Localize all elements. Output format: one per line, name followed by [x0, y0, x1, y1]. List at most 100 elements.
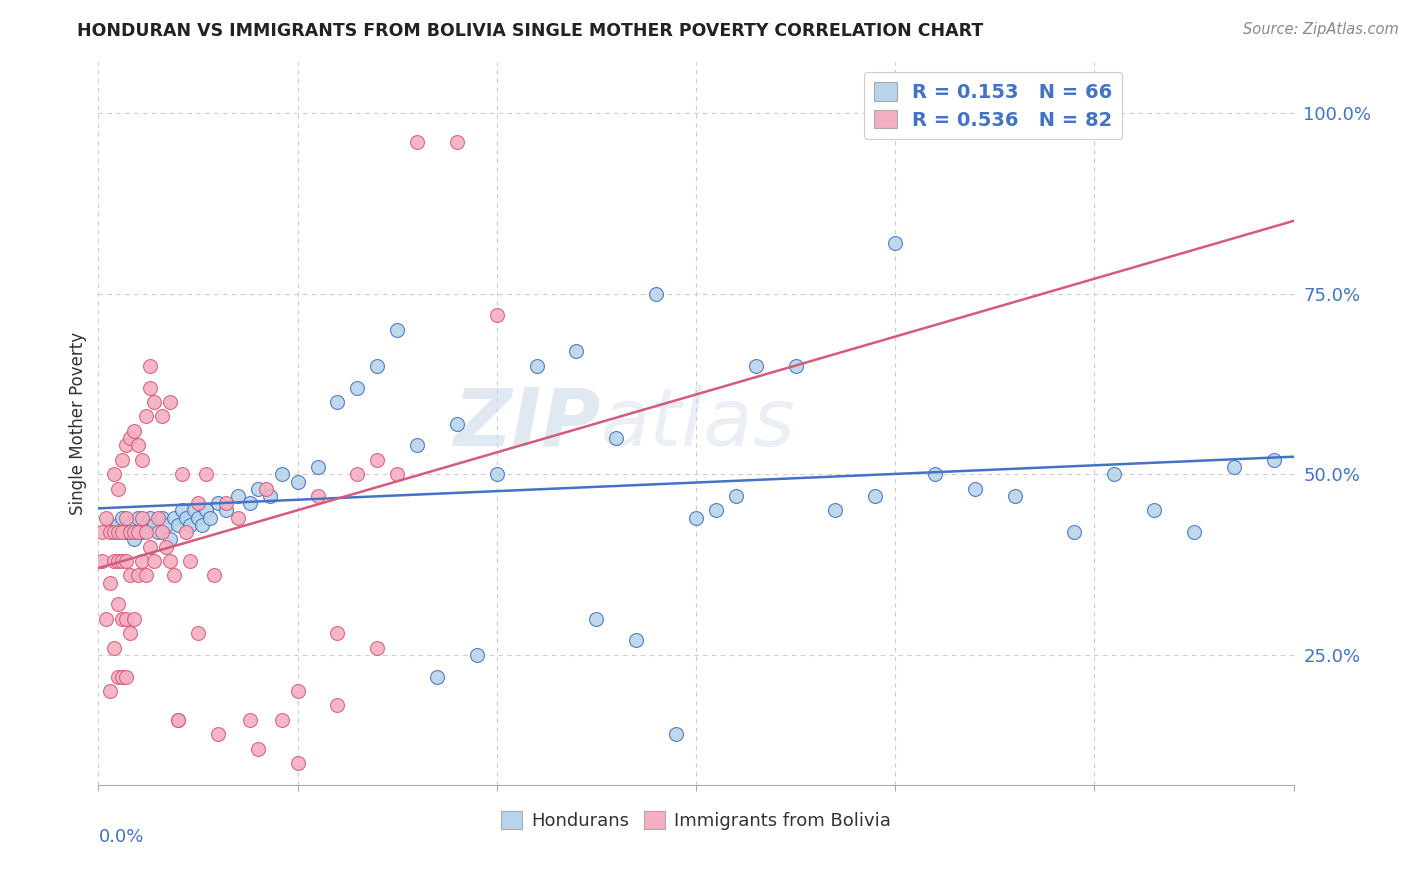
Point [98, 684, 122, 698]
Point [254, 482, 277, 496]
Point [307, 460, 329, 475]
Point [426, 669, 449, 683]
Point [127, 568, 149, 582]
Point [385, 467, 409, 482]
Point [745, 359, 768, 373]
Point [207, 496, 229, 510]
Point [107, 482, 129, 496]
Point [107, 598, 129, 612]
Point [143, 517, 166, 532]
Point [159, 533, 181, 547]
Point [159, 554, 181, 568]
Point [98, 575, 122, 590]
Point [226, 489, 249, 503]
Point [124, 424, 146, 438]
Point [167, 517, 190, 532]
Point [111, 612, 134, 626]
Point [127, 438, 149, 452]
Point [1004, 489, 1026, 503]
Point [150, 409, 173, 424]
Point [124, 533, 146, 547]
Point [366, 359, 388, 373]
Point [124, 612, 146, 626]
Text: HONDURAN VS IMMIGRANTS FROM BOLIVIA SINGLE MOTHER POVERTY CORRELATION CHART: HONDURAN VS IMMIGRANTS FROM BOLIVIA SING… [77, 22, 984, 40]
Point [131, 510, 153, 524]
Point [287, 684, 309, 698]
Point [120, 524, 142, 539]
Point [111, 452, 134, 467]
Point [1143, 503, 1166, 517]
Point [287, 756, 309, 771]
Point [202, 568, 225, 582]
Point [111, 554, 134, 568]
Point [115, 510, 138, 524]
Point [824, 503, 846, 517]
Point [215, 503, 238, 517]
Point [167, 713, 190, 727]
Point [167, 713, 190, 727]
Point [1182, 524, 1205, 539]
Point [107, 517, 129, 532]
Point [724, 489, 747, 503]
Point [103, 467, 125, 482]
Point [179, 554, 201, 568]
Point [385, 323, 409, 337]
Point [246, 482, 269, 496]
Point [163, 568, 186, 582]
Legend: Hondurans, Immigrants from Bolivia: Hondurans, Immigrants from Bolivia [494, 804, 898, 838]
Point [187, 626, 209, 640]
Point [239, 496, 262, 510]
Point [135, 568, 157, 582]
Point [91, 554, 114, 568]
Point [270, 713, 292, 727]
Point [135, 524, 157, 539]
Point [645, 286, 668, 301]
Point [163, 510, 186, 524]
Point [485, 467, 508, 482]
Point [963, 482, 986, 496]
Point [131, 452, 153, 467]
Point [605, 431, 627, 445]
Point [685, 510, 707, 524]
Point [131, 524, 153, 539]
Point [143, 395, 166, 409]
Point [259, 489, 281, 503]
Point [924, 467, 946, 482]
Point [187, 510, 209, 524]
Point [239, 713, 262, 727]
Point [446, 135, 468, 149]
Point [103, 524, 125, 539]
Point [287, 475, 309, 489]
Point [865, 489, 887, 503]
Point [120, 568, 142, 582]
Point [120, 626, 142, 640]
Point [139, 359, 162, 373]
Point [111, 524, 134, 539]
Point [191, 517, 214, 532]
Point [246, 742, 269, 756]
Point [91, 524, 114, 539]
Text: 0.0%: 0.0% [98, 829, 143, 847]
Point [103, 640, 125, 655]
Point [626, 633, 648, 648]
Point [115, 669, 138, 683]
Point [111, 669, 134, 683]
Point [704, 503, 727, 517]
Point [1104, 467, 1126, 482]
Point [270, 467, 292, 482]
Point [884, 236, 907, 251]
Point [115, 524, 138, 539]
Point [107, 669, 129, 683]
Text: atlas: atlas [600, 384, 796, 463]
Point [207, 727, 229, 741]
Point [124, 524, 146, 539]
Point [107, 554, 129, 568]
Point [406, 438, 429, 452]
Text: ZIP: ZIP [453, 384, 600, 463]
Point [115, 612, 138, 626]
Point [179, 517, 201, 532]
Point [1263, 452, 1285, 467]
Point [155, 517, 177, 532]
Point [465, 648, 488, 662]
Point [107, 524, 129, 539]
